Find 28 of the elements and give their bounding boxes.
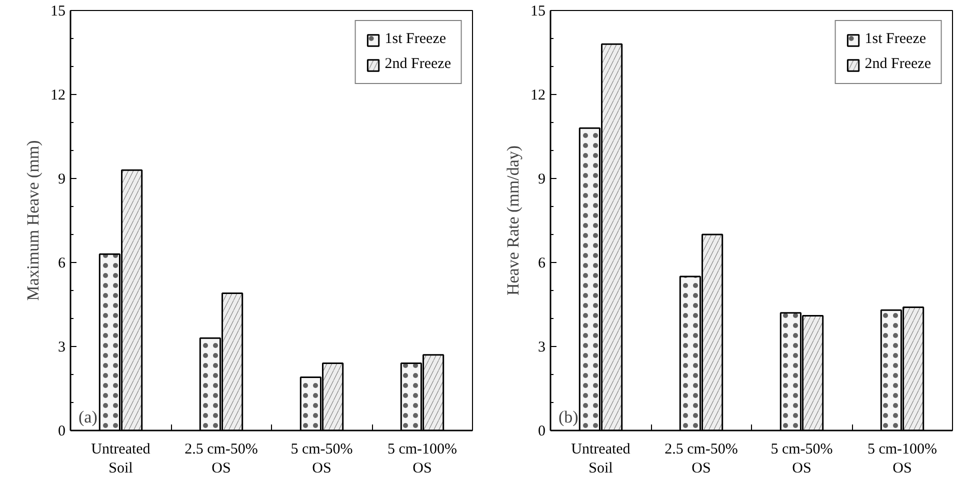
x-tick-label: 5 cm-100% OS	[867, 442, 938, 477]
legend-label: 2nd Freeze	[864, 56, 931, 73]
legend-label: 1st Freeze	[384, 31, 446, 48]
y-tick-label: 15	[530, 4, 546, 20]
y-tick-label: 12	[530, 88, 546, 104]
y-tick-label: 0	[538, 424, 546, 440]
y-tick-label: 3	[58, 340, 66, 356]
x-tick-label: 5 cm-50% OS	[290, 442, 353, 477]
annotation: (b)	[558, 408, 578, 426]
legend-label: 1st Freeze	[864, 31, 926, 48]
x-tick-label: Untreated Soil	[91, 442, 151, 477]
legend-label: 2nd Freeze	[384, 56, 451, 73]
y-tick-label: 0	[58, 424, 66, 440]
y-axis-title: Heave Rate (mm/day)	[504, 145, 522, 296]
x-tick-label: 5 cm-100% OS	[387, 442, 458, 477]
annotation: (a)	[78, 408, 98, 426]
y-tick-label: 3	[538, 340, 546, 356]
x-tick-label: 2.5 cm-50% OS	[664, 442, 738, 477]
y-tick-label: 6	[538, 256, 546, 272]
y-tick-label: 12	[50, 88, 66, 104]
x-tick-label: 5 cm-50% OS	[770, 442, 833, 477]
y-tick-label: 9	[58, 172, 66, 188]
y-tick-label: 9	[538, 172, 546, 188]
y-axis-title: Maximum Heave (mm)	[24, 140, 42, 301]
y-tick-label: 15	[50, 4, 66, 20]
x-tick-label: 2.5 cm-50% OS	[184, 442, 258, 477]
y-tick-label: 6	[58, 256, 66, 272]
x-tick-label: Untreated Soil	[571, 442, 631, 477]
